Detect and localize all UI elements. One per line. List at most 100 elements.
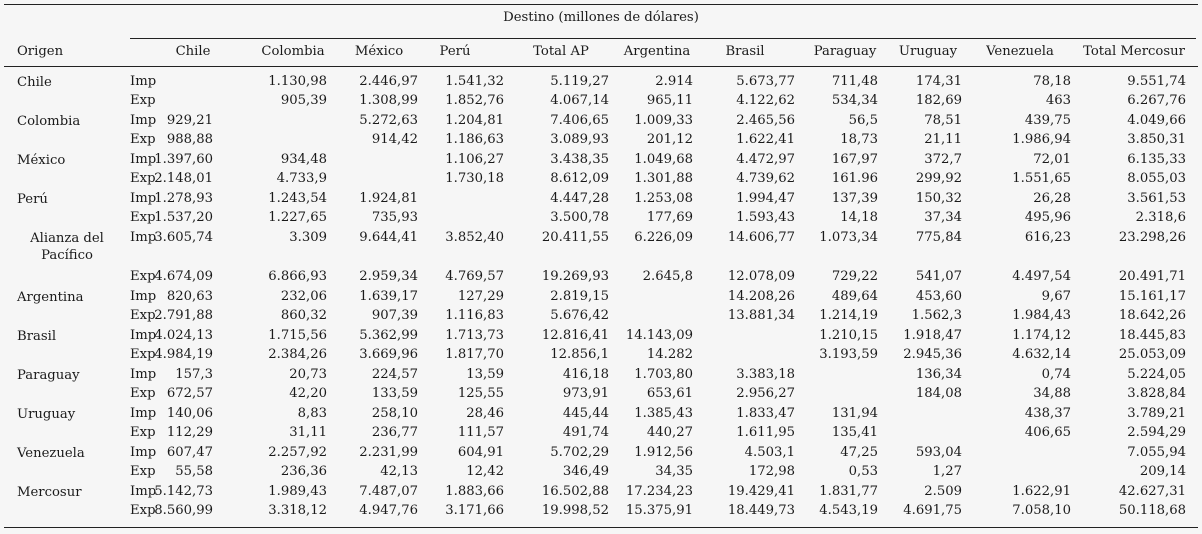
table-cell: 4.497,54	[1012, 269, 1071, 284]
table-cell: 3.171,66	[445, 503, 504, 518]
table-cell: 3.605,74	[154, 230, 213, 245]
table-cell: 1.397,60	[154, 152, 213, 167]
table-cell: 2.509	[924, 484, 962, 499]
table-cell: 125,55	[457, 386, 504, 401]
table-cell: 1.918,47	[903, 328, 962, 343]
table-cell: 12.078,09	[727, 269, 795, 284]
table-cell: 78,18	[1033, 74, 1071, 89]
table-cell: 406,65	[1024, 425, 1071, 440]
table-cell: 2.318,6	[1135, 210, 1186, 225]
table-cell: 1.852,76	[445, 93, 504, 108]
table-cell: 8.612,09	[550, 171, 609, 186]
column-header: Total AP	[533, 44, 589, 59]
table-cell: 3.828,84	[1127, 386, 1186, 401]
table-cell: 4.543,19	[819, 503, 878, 518]
table-cell: 1.106,27	[445, 152, 504, 167]
table-cell: 3.383,18	[736, 367, 795, 382]
table-cell: 18.642,26	[1118, 308, 1186, 323]
table-cell: 16.502,88	[541, 484, 609, 499]
imp-label: Imp	[130, 484, 157, 499]
table-cell: 137,39	[831, 191, 878, 206]
table-cell: 224,57	[371, 367, 418, 382]
table-cell: 860,32	[280, 308, 327, 323]
table-cell: 616,23	[1024, 230, 1071, 245]
table-cell: 1.227,65	[268, 210, 327, 225]
column-header: México	[354, 44, 404, 59]
table-cell: 604,91	[457, 445, 504, 460]
table-cell: 135,41	[831, 425, 878, 440]
table-cell: 112,29	[166, 425, 213, 440]
table-cell: 0,74	[1041, 367, 1071, 382]
table-cell: 1.713,73	[445, 328, 504, 343]
table-cell: 1.986,94	[1012, 132, 1071, 147]
table-cell: 26,28	[1033, 191, 1071, 206]
table-cell: 1.308,99	[359, 93, 418, 108]
table-cell: 12,42	[466, 464, 504, 479]
table-cell: 136,34	[915, 367, 962, 382]
table-cell: 1.639,17	[359, 289, 418, 304]
table-cell: 17.234,23	[625, 484, 693, 499]
table-cell: 4.122,62	[736, 93, 795, 108]
table-cell: 1.883,66	[445, 484, 504, 499]
imp-label: Imp	[130, 367, 157, 382]
row-origin: Alianza del Pacífico	[30, 231, 104, 263]
table-cell: 2.446,97	[359, 74, 418, 89]
table-cell: 42,20	[289, 386, 327, 401]
column-header: Uruguay	[898, 44, 958, 59]
table-cell: 4.739,62	[736, 171, 795, 186]
table-cell: 2.956,27	[736, 386, 795, 401]
row-origin: Mercosur	[17, 485, 82, 500]
table-cell: 4.632,14	[1012, 347, 1071, 362]
table-cell: 820,63	[166, 289, 213, 304]
table-cell: 172,98	[748, 464, 795, 479]
table-cell: 127,29	[457, 289, 504, 304]
table-cell: 439,75	[1024, 113, 1071, 128]
column-header: Brasil	[725, 44, 765, 59]
table-cell: 3.318,12	[268, 503, 327, 518]
table-cell: 1.385,43	[634, 406, 693, 421]
table-cell: 2.257,92	[268, 445, 327, 460]
table-cell: 1.301,88	[634, 171, 693, 186]
table-cell: 140,06	[166, 406, 213, 421]
exp-label: Exp	[130, 503, 156, 518]
row-origin: Venezuela	[17, 446, 85, 461]
table-cell: 440,27	[646, 425, 693, 440]
destination-header: Destino (millones de dólares)	[503, 10, 699, 25]
table-cell: 1.833,47	[736, 406, 795, 421]
table-cell: 14,18	[840, 210, 878, 225]
row-origin: Brasil	[17, 329, 57, 344]
table-cell: 9.644,41	[359, 230, 418, 245]
table-cell: 1.703,80	[634, 367, 693, 382]
table-cell: 131,94	[831, 406, 878, 421]
table-cell: 9.551,74	[1127, 74, 1186, 89]
table-cell: 28,46	[466, 406, 504, 421]
table-cell: 4.503,1	[744, 445, 795, 460]
table-cell: 346,49	[562, 464, 609, 479]
table-cell: 1.130,98	[268, 74, 327, 89]
imp-label: Imp	[130, 289, 157, 304]
table-cell: 653,61	[646, 386, 693, 401]
table-cell: 1.210,15	[819, 328, 878, 343]
table-cell: 1.243,54	[268, 191, 327, 206]
table-cell: 8.055,03	[1127, 171, 1186, 186]
table-cell: 18,73	[840, 132, 878, 147]
table-cell: 1.611,95	[736, 425, 795, 440]
table-cell: 20.411,55	[541, 230, 609, 245]
table-cell: 4.947,76	[359, 503, 418, 518]
exp-label: Exp	[130, 347, 156, 362]
table-cell: 177,69	[646, 210, 693, 225]
table-cell: 201,12	[646, 132, 693, 147]
table-cell: 1.116,83	[445, 308, 504, 323]
table-cell: 5.673,77	[736, 74, 795, 89]
table-cell: 1.730,18	[445, 171, 504, 186]
table-cell: 4.024,13	[154, 328, 213, 343]
table-cell: 2.594,29	[1127, 425, 1186, 440]
table-cell: 965,11	[646, 93, 693, 108]
table-cell: 9,67	[1041, 289, 1071, 304]
table-cell: 42.627,31	[1118, 484, 1186, 499]
table-cell: 2.231,99	[359, 445, 418, 460]
table-cell: 34,35	[655, 464, 693, 479]
table-cell: 5.676,42	[550, 308, 609, 323]
table-cell: 438,37	[1024, 406, 1071, 421]
table-cell: 14.208,26	[727, 289, 795, 304]
